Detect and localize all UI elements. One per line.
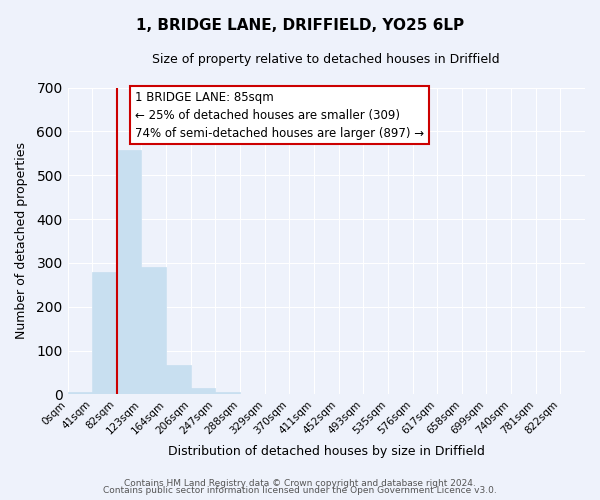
Title: Size of property relative to detached houses in Driffield: Size of property relative to detached ho… (152, 52, 500, 66)
Text: 1, BRIDGE LANE, DRIFFIELD, YO25 6LP: 1, BRIDGE LANE, DRIFFIELD, YO25 6LP (136, 18, 464, 32)
Bar (191, 388, 215, 394)
Text: Contains public sector information licensed under the Open Government Licence v3: Contains public sector information licen… (103, 486, 497, 495)
Bar (142, 268, 166, 394)
Bar (92, 272, 117, 394)
X-axis label: Distribution of detached houses by size in Driffield: Distribution of detached houses by size … (168, 444, 485, 458)
Bar (117, 150, 142, 394)
Text: 1 BRIDGE LANE: 85sqm
← 25% of detached houses are smaller (309)
74% of semi-deta: 1 BRIDGE LANE: 85sqm ← 25% of detached h… (135, 90, 424, 140)
Y-axis label: Number of detached properties: Number of detached properties (15, 142, 28, 340)
Bar (215, 392, 240, 394)
Bar (166, 364, 191, 394)
Text: Contains HM Land Registry data © Crown copyright and database right 2024.: Contains HM Land Registry data © Crown c… (124, 478, 476, 488)
Bar (68, 392, 92, 394)
